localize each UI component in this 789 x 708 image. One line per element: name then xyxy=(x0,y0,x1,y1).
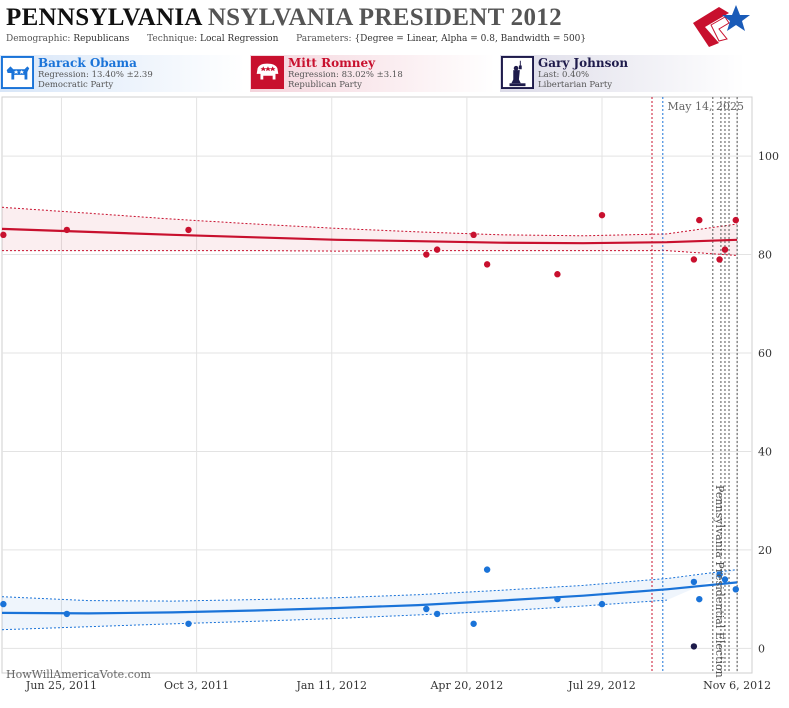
election-label: Pennsylvania Presidential Election xyxy=(713,485,726,678)
poll-point xyxy=(598,600,606,608)
regression-line xyxy=(1,581,738,615)
title-state: PENNSYLVANIA xyxy=(6,4,203,31)
y-tick-label: 20 xyxy=(758,544,772,557)
poll-point xyxy=(483,566,491,573)
star-flag-logo-icon xyxy=(693,5,750,47)
y-tick-label: 100 xyxy=(758,150,779,163)
poll-point xyxy=(433,610,441,618)
poll-point xyxy=(470,620,477,627)
poll-point xyxy=(63,226,71,234)
y-tick-label: 80 xyxy=(758,249,772,262)
x-tick-label: Jul 29, 2012 xyxy=(567,679,636,692)
candidate-johnson: Gary Johnson Last: 0.40% Libertarian Par… xyxy=(500,55,745,92)
watermark: HowWillAmericaVote.com xyxy=(6,668,151,681)
poll-points xyxy=(0,211,739,650)
candidate-party: Libertarian Party xyxy=(538,80,613,90)
poll-point xyxy=(423,251,430,258)
x-tick-label: Jan 11, 2012 xyxy=(295,679,367,692)
chart-title: PENNSYLVANIA NSYLVANIA PRESIDENT 2012 xyxy=(6,4,562,34)
poll-chart: 0 20 40 60 80 100 Jun 25, 2011 Oct 3, 2011 Jan 1… xyxy=(0,96,779,692)
regression-line xyxy=(1,227,738,245)
technique-label: Technique: xyxy=(147,34,198,44)
axes: 0 20 40 60 80 100 Jun 25, 2011 Oct 3, 2011 Jan 1… xyxy=(25,150,779,692)
poll-point xyxy=(185,620,192,627)
x-tick-label: Jun 25, 2011 xyxy=(25,679,97,692)
regression-lines xyxy=(1,227,738,615)
demographic-label: Demographic: xyxy=(6,34,71,44)
poll-point xyxy=(554,595,561,603)
band-lower-line xyxy=(2,250,738,256)
poll-point xyxy=(598,211,606,219)
poll-point xyxy=(732,586,739,593)
poll-point xyxy=(470,231,477,239)
donkey-icon xyxy=(1,56,34,89)
candidate-romney: Mitt Romney Regression: 83.02% ±3.18 Rep… xyxy=(250,55,495,92)
y-tick-label: 0 xyxy=(758,642,765,655)
poll-point xyxy=(483,261,491,268)
candidate-name: Barack Obama xyxy=(38,56,137,70)
poll-point xyxy=(696,595,703,603)
confidence-band xyxy=(2,569,738,630)
technique-value: Local Regression xyxy=(200,34,279,44)
y-tick-label: 40 xyxy=(758,445,772,458)
statue-of-liberty-icon xyxy=(501,56,534,89)
candidate-name: Mitt Romney xyxy=(288,56,376,70)
band-upper-line xyxy=(1,569,738,602)
elephant-icon xyxy=(251,56,284,89)
confidence-band xyxy=(2,207,738,256)
title-race: NSYLVANIA PRESIDENT 2012 xyxy=(207,4,562,31)
y-tick-label: 60 xyxy=(758,347,772,360)
poll-point xyxy=(423,605,430,613)
candidate-party: Democratic Party xyxy=(38,80,114,90)
poll-point xyxy=(433,246,441,253)
confidence-bands xyxy=(1,206,738,631)
poll-point xyxy=(0,600,7,608)
parameters-line: Demographic: Republicans Technique: Loca… xyxy=(6,34,586,44)
poll-point xyxy=(690,256,698,263)
poll-point xyxy=(0,231,7,239)
poll-point xyxy=(732,216,739,224)
plot-frame xyxy=(1,96,753,674)
x-tick-label: Nov 6, 2012 xyxy=(703,679,771,692)
band-upper-line xyxy=(1,206,738,237)
poll-point xyxy=(690,578,698,586)
poll-point xyxy=(721,576,729,583)
poll-point xyxy=(716,571,723,578)
poll-point xyxy=(696,216,703,224)
candidate-name: Gary Johnson xyxy=(538,56,629,70)
x-tick-label: Apr 20, 2012 xyxy=(429,679,503,692)
poll-point xyxy=(185,226,192,234)
demographic-value: Republicans xyxy=(73,34,130,44)
parameters-value: {Degree = Linear, Alpha = 0.8, Bandwidth… xyxy=(354,34,587,44)
date-stamp: May 14, 2025 xyxy=(667,100,744,113)
candidate-party: Republican Party xyxy=(288,80,362,90)
x-tick-label: Oct 3, 2011 xyxy=(164,679,229,692)
candidate-regression: Regression: 13.40% ±2.39 xyxy=(38,70,153,80)
chart-area: 0 20 40 60 80 100 Jun 25, 2011 Oct 3, 2011 Jan 1… xyxy=(0,93,789,704)
poll-point xyxy=(716,256,723,263)
parameters-label: Parameters: xyxy=(296,34,352,44)
poll-point xyxy=(554,271,561,278)
poll-point xyxy=(690,643,698,650)
candidate-obama: Barack Obama Regression: 13.40% ±2.39 De… xyxy=(0,55,245,92)
candidate-regression: Regression: 83.02% ±3.18 xyxy=(288,70,403,80)
candidate-regression: Last: 0.40% xyxy=(538,70,590,80)
poll-point xyxy=(63,610,71,618)
poll-point xyxy=(721,246,729,253)
